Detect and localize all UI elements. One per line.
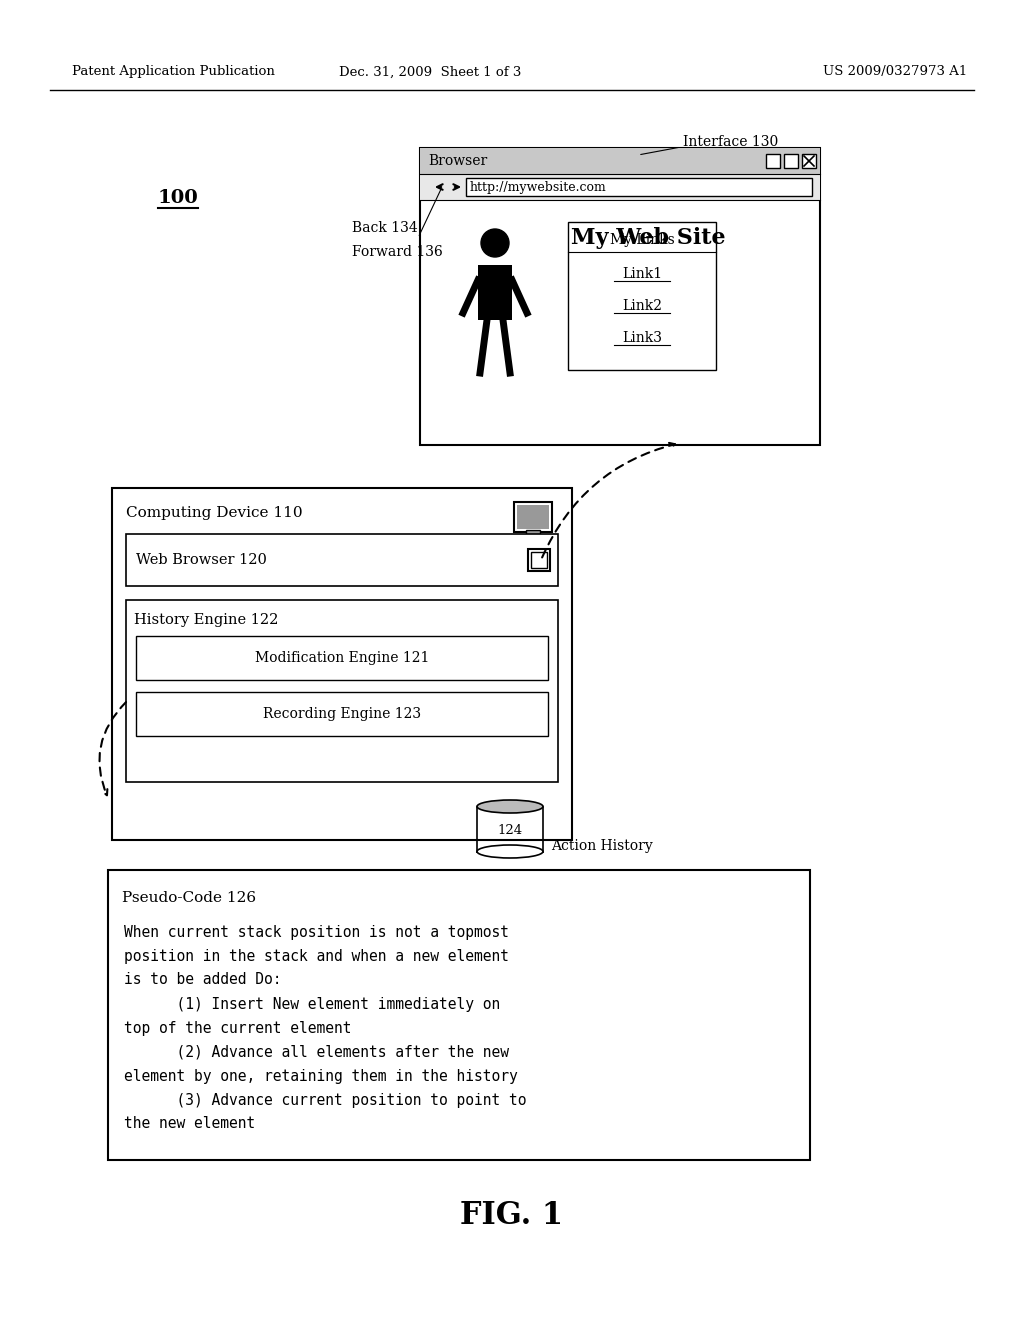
Text: position in the stack and when a new element: position in the stack and when a new ele… bbox=[124, 949, 509, 964]
Text: Web Browser 120: Web Browser 120 bbox=[136, 553, 267, 568]
Text: Link3: Link3 bbox=[622, 331, 662, 345]
Text: Dec. 31, 2009  Sheet 1 of 3: Dec. 31, 2009 Sheet 1 of 3 bbox=[339, 66, 521, 78]
Text: US 2009/0327973 A1: US 2009/0327973 A1 bbox=[823, 66, 967, 78]
Text: Recording Engine 123: Recording Engine 123 bbox=[263, 708, 421, 721]
Ellipse shape bbox=[477, 845, 543, 858]
Text: (3) Advance current position to point to: (3) Advance current position to point to bbox=[124, 1093, 526, 1107]
Ellipse shape bbox=[477, 800, 543, 813]
Text: History Engine 122: History Engine 122 bbox=[134, 612, 279, 627]
Text: My Web Site: My Web Site bbox=[570, 227, 725, 249]
Text: is to be added Do:: is to be added Do: bbox=[124, 973, 282, 987]
Bar bbox=[528, 549, 550, 572]
Text: My Links: My Links bbox=[609, 234, 675, 247]
Text: Link2: Link2 bbox=[622, 300, 662, 313]
Text: Action History: Action History bbox=[551, 840, 652, 853]
Text: 100: 100 bbox=[158, 189, 199, 207]
Text: the new element: the new element bbox=[124, 1117, 255, 1131]
Text: element by one, retaining them in the history: element by one, retaining them in the hi… bbox=[124, 1068, 518, 1084]
Text: Interface 130: Interface 130 bbox=[683, 135, 778, 149]
Bar bbox=[517, 506, 549, 529]
Text: Back 134: Back 134 bbox=[352, 220, 418, 235]
Text: Forward 136: Forward 136 bbox=[352, 246, 442, 259]
Text: (1) Insert New element immediately on: (1) Insert New element immediately on bbox=[124, 997, 501, 1011]
Bar bbox=[526, 531, 540, 536]
Text: top of the current element: top of the current element bbox=[124, 1020, 351, 1035]
Bar bbox=[531, 552, 547, 568]
Bar bbox=[466, 178, 812, 195]
Text: Modification Engine 121: Modification Engine 121 bbox=[255, 651, 429, 665]
Bar bbox=[420, 148, 820, 445]
Bar bbox=[568, 222, 716, 370]
Text: 124: 124 bbox=[498, 825, 522, 837]
Text: http://mywebsite.com: http://mywebsite.com bbox=[470, 181, 607, 194]
Bar bbox=[136, 636, 548, 680]
Text: FIG. 1: FIG. 1 bbox=[461, 1200, 563, 1230]
Bar bbox=[478, 265, 512, 319]
Text: (2) Advance all elements after the new: (2) Advance all elements after the new bbox=[124, 1044, 509, 1060]
Text: Browser: Browser bbox=[428, 154, 487, 168]
Bar bbox=[420, 148, 820, 174]
Bar bbox=[766, 154, 780, 168]
Bar bbox=[136, 692, 548, 737]
Text: Computing Device 110: Computing Device 110 bbox=[126, 506, 303, 520]
Bar bbox=[514, 502, 552, 532]
Text: Pseudo-Code 126: Pseudo-Code 126 bbox=[122, 891, 256, 906]
Text: Patent Application Publication: Patent Application Publication bbox=[72, 66, 274, 78]
Text: Link1: Link1 bbox=[622, 267, 663, 281]
Circle shape bbox=[481, 228, 509, 257]
Bar bbox=[802, 154, 816, 168]
Bar bbox=[420, 174, 820, 201]
Bar bbox=[126, 535, 558, 586]
Bar bbox=[108, 870, 810, 1160]
Bar bbox=[784, 154, 798, 168]
Bar bbox=[112, 488, 572, 840]
Text: When current stack position is not a topmost: When current stack position is not a top… bbox=[124, 924, 509, 940]
Bar bbox=[126, 601, 558, 781]
